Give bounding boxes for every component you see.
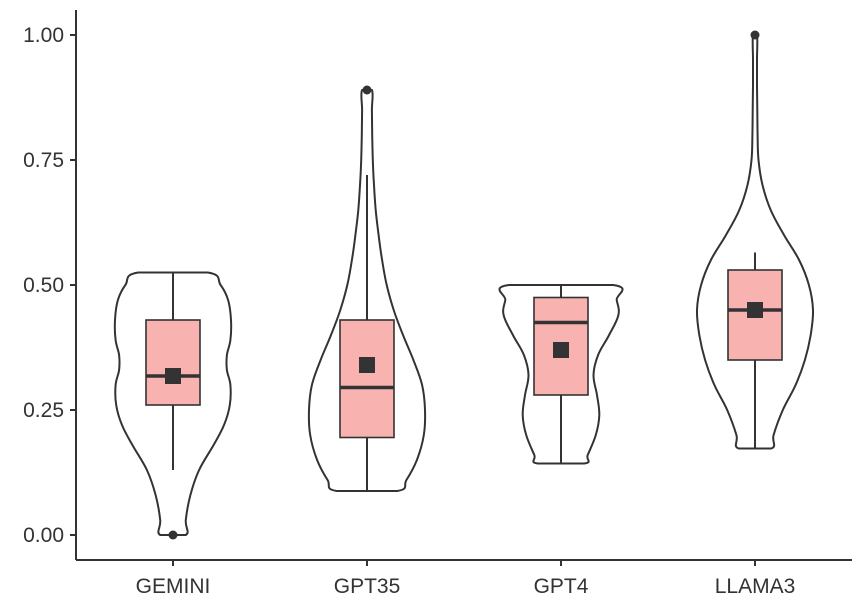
mean-marker <box>553 342 569 358</box>
violin-outline <box>498 284 624 465</box>
x-tick-label: GPT4 <box>534 575 589 598</box>
y-axis-ticks: 0.00 0.25 0.50 0.75 1.00 <box>23 24 76 547</box>
mean-marker <box>165 368 181 384</box>
x-tick-label: GEMINI <box>136 575 211 598</box>
plot-marks <box>113 30 815 540</box>
violin-outline <box>113 271 233 536</box>
y-tick-label: 0.25 <box>23 399 64 422</box>
y-tick-label: 1.00 <box>23 24 64 47</box>
y-tick-label: 0.50 <box>23 274 64 297</box>
violin-group-llama3 <box>695 30 815 450</box>
outlier-point <box>168 530 178 540</box>
axes: 0.00 0.25 0.50 0.75 1.00 GEMINI GPT35 GPT4 LLAM… <box>23 10 852 598</box>
outlier-point <box>750 30 760 40</box>
iqr-box <box>145 319 201 406</box>
y-tick-label: 0.00 <box>23 524 64 547</box>
outlier-point <box>362 85 372 95</box>
mean-marker <box>747 302 763 318</box>
x-axis-ticks: GEMINI GPT35 GPT4 LLAMA3 <box>136 560 796 598</box>
mean-marker <box>359 357 375 373</box>
violin-group-gemini <box>113 271 233 540</box>
violin-outline <box>307 89 427 492</box>
x-tick-label: LLAMA3 <box>715 575 796 598</box>
violin-group-gpt35 <box>307 85 427 492</box>
y-tick-label: 0.75 <box>23 149 64 172</box>
iqr-box <box>339 319 395 439</box>
violin-group-gpt4 <box>498 284 624 465</box>
x-tick-label: GPT35 <box>334 575 401 598</box>
